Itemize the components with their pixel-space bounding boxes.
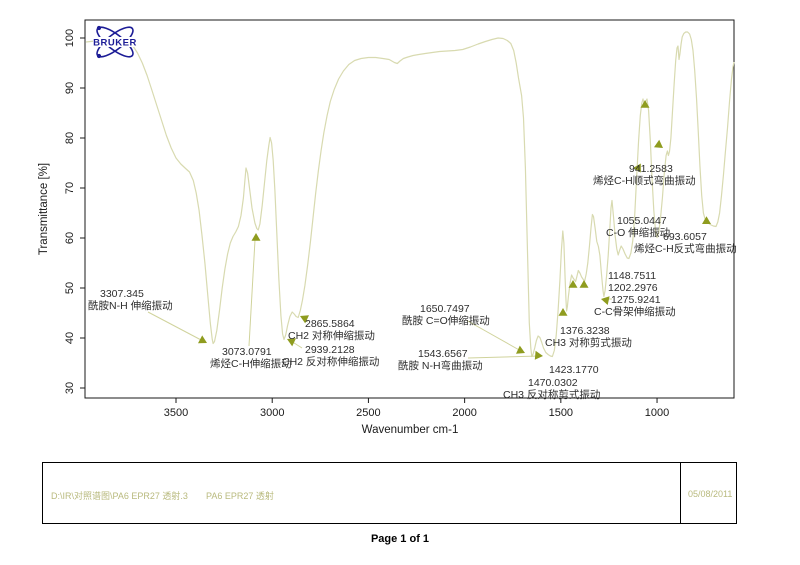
peak-arrow-marker bbox=[640, 100, 650, 108]
x-tick-label: 3500 bbox=[164, 407, 188, 419]
peak-annotation-line: CH2 反对称伸缩振动 bbox=[282, 356, 380, 368]
plot-frame bbox=[84, 19, 735, 399]
y-tick-label: 80 bbox=[64, 132, 76, 144]
peak-annotation-line: 1423.1770 bbox=[549, 364, 599, 376]
peak-arrow-marker bbox=[568, 280, 578, 288]
bruker-logo-text: BRUKER bbox=[93, 38, 137, 49]
peak-arrow-marker bbox=[654, 139, 663, 148]
peak-arrow-marker bbox=[198, 335, 207, 344]
peak-arrow-marker bbox=[558, 308, 568, 316]
peak-annotation-line: 3073.0791 bbox=[222, 346, 272, 358]
peak-annotation-line: CH3 对称剪式振动 bbox=[545, 337, 632, 349]
x-axis-title: Wavenumber cm-1 bbox=[362, 424, 459, 436]
peak-annotation-line: 2939.2128 bbox=[305, 344, 355, 356]
peak-annotation-line: 3307.345 bbox=[100, 288, 144, 300]
y-tick-label: 70 bbox=[64, 182, 76, 194]
peak-annotation-line: 酰胺N-H 伸缩振动 bbox=[88, 300, 173, 312]
measurement-date: 05/08/2011 bbox=[688, 489, 733, 499]
x-tick-label: 2000 bbox=[452, 407, 476, 419]
peak-annotation-line: 酰胺 C=O伸缩振动 bbox=[402, 315, 490, 327]
report-info-table: D:\IR\对照谱图\PA6 EPR27 透射.3 PA6 EPR27 透射 0… bbox=[42, 462, 737, 524]
peak-annotation-line: 1055.0447 bbox=[617, 215, 667, 227]
peak-annotation-line: 1376.3238 bbox=[560, 325, 610, 337]
peak-annotation-line: 烯烃C-H顺式弯曲振动 bbox=[593, 175, 696, 187]
peak-annotation-line: 烯烃C-H伸缩振动 bbox=[210, 358, 292, 370]
peak-arrow-marker bbox=[702, 216, 711, 224]
peak-annotation-line: 2865.5864 bbox=[305, 318, 355, 330]
x-tick-label: 1500 bbox=[549, 407, 573, 419]
annotation-leader-line bbox=[465, 319, 522, 352]
peak-annotation-line: 1470.0302 bbox=[528, 377, 578, 389]
peak-annotation-line: C-O 伸缩振动 bbox=[606, 227, 671, 239]
peak-annotation-line: 1650.7497 bbox=[420, 303, 470, 315]
spectrum-file-path: D:\IR\对照谱图\PA6 EPR27 透射.3 bbox=[51, 491, 188, 501]
y-tick-label: 50 bbox=[64, 282, 76, 294]
x-tick-label: 1000 bbox=[645, 407, 669, 419]
x-tick-label: 3000 bbox=[260, 407, 284, 419]
bruker-logo: BRUKER bbox=[93, 25, 137, 59]
peak-arrow-marker bbox=[534, 350, 543, 360]
peak-arrow-marker bbox=[251, 233, 261, 241]
y-tick-label: 60 bbox=[64, 232, 76, 244]
peak-annotation-line: 941.2583 bbox=[629, 163, 673, 175]
peak-annotation-line: 烯烃C-H反式弯曲振动 bbox=[634, 243, 737, 255]
y-tick-label: 40 bbox=[64, 332, 76, 344]
peak-arrow-marker bbox=[516, 345, 525, 354]
peak-arrow-marker bbox=[633, 163, 641, 173]
peak-annotation-line: CH2 对称伸缩振动 bbox=[288, 330, 375, 342]
annotation-leader-line bbox=[147, 311, 204, 342]
annotation-leader-line bbox=[248, 239, 256, 347]
peak-arrow-marker bbox=[287, 338, 296, 347]
peak-annotation-line: 1202.2976 bbox=[608, 282, 658, 294]
annotation-leader-line bbox=[467, 355, 540, 359]
peak-arrow-marker bbox=[300, 315, 309, 324]
sample-name: PA6 EPR27 透射 bbox=[206, 491, 274, 501]
spectrum-curve bbox=[85, 31, 735, 358]
page-number-label: Page 1 of 1 bbox=[370, 533, 430, 545]
peak-arrow-marker bbox=[601, 296, 610, 305]
peak-arrow-marker bbox=[579, 280, 589, 288]
peak-annotation-line: 酰胺 N-H弯曲振动 bbox=[398, 360, 483, 372]
y-axis-title: Transmittance [%] bbox=[38, 163, 50, 255]
peak-annotation-line: C-C骨架伸缩振动 bbox=[594, 306, 676, 318]
peak-annotation-line: 1148.7511 bbox=[608, 270, 657, 282]
y-tick-label: 90 bbox=[64, 82, 76, 94]
table-divider bbox=[680, 463, 681, 523]
x-tick-label: 2500 bbox=[356, 407, 380, 419]
peak-annotation-line: 1275.9241 bbox=[611, 294, 661, 306]
peak-annotation-line: CH3 反对称剪式振动 bbox=[503, 389, 601, 401]
peak-annotation-line: 1543.6567 bbox=[418, 348, 468, 360]
y-tick-label: 100 bbox=[64, 29, 76, 47]
peak-annotation-line: 693.6057 bbox=[663, 231, 707, 243]
y-tick-label: 30 bbox=[64, 382, 76, 394]
